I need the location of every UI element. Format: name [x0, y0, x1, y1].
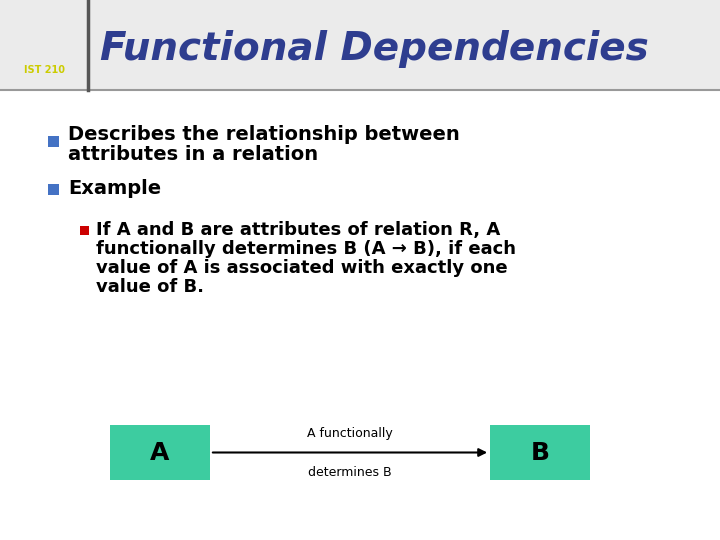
Bar — [110, 425, 210, 480]
Bar — [48, 184, 59, 195]
Text: B: B — [531, 441, 549, 464]
Text: Functional Dependencies: Functional Dependencies — [100, 30, 649, 69]
Text: value of B.: value of B. — [96, 278, 204, 296]
Text: determines B: determines B — [308, 467, 392, 480]
Text: Describes the relationship between: Describes the relationship between — [68, 125, 460, 145]
Bar — [48, 136, 59, 147]
Bar — [490, 425, 590, 480]
Text: A functionally: A functionally — [307, 428, 393, 441]
Text: value of A is associated with exactly one: value of A is associated with exactly on… — [96, 259, 508, 277]
Text: A: A — [150, 441, 170, 464]
Text: functionally determines B (A → B), if each: functionally determines B (A → B), if ea… — [96, 240, 516, 258]
Bar — [80, 226, 89, 235]
Bar — [0, 0, 720, 90]
Text: If A and B are attributes of relation R, A: If A and B are attributes of relation R,… — [96, 221, 500, 239]
Text: Example: Example — [68, 179, 161, 198]
Text: attributes in a relation: attributes in a relation — [68, 145, 318, 164]
Text: IST 210: IST 210 — [24, 65, 65, 75]
